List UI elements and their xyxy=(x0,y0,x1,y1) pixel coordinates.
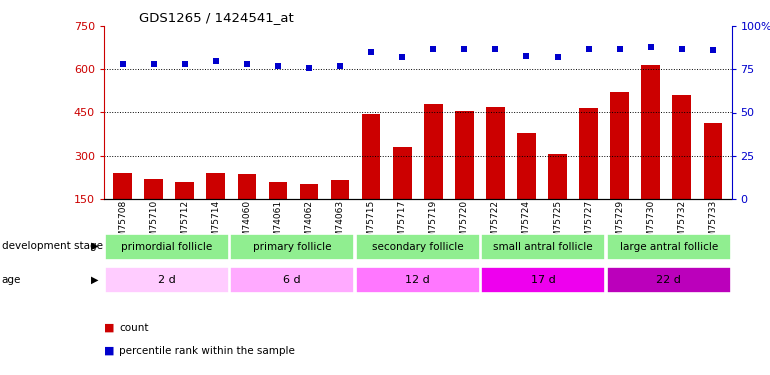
Bar xyxy=(230,234,354,260)
Bar xyxy=(105,234,229,260)
Point xyxy=(179,61,191,67)
Bar xyxy=(113,173,132,199)
Bar xyxy=(486,107,504,199)
Point xyxy=(334,63,346,69)
Text: ■: ■ xyxy=(104,323,115,333)
Bar xyxy=(607,234,731,260)
Bar xyxy=(356,234,480,260)
Bar xyxy=(704,123,722,199)
Point xyxy=(675,46,688,52)
Bar xyxy=(230,267,354,293)
Point xyxy=(148,61,160,67)
Text: 12 d: 12 d xyxy=(405,275,430,285)
Bar xyxy=(176,182,194,199)
Bar xyxy=(393,147,411,199)
Text: development stage: development stage xyxy=(2,241,102,250)
Text: 22 d: 22 d xyxy=(656,275,681,285)
Point xyxy=(272,63,284,69)
Bar xyxy=(144,178,163,199)
Point xyxy=(209,58,222,64)
Point xyxy=(489,46,501,52)
Bar xyxy=(481,234,605,260)
Text: count: count xyxy=(119,323,149,333)
Text: primordial follicle: primordial follicle xyxy=(121,242,213,252)
Point xyxy=(707,47,719,53)
Bar xyxy=(641,65,660,199)
Text: GDS1265 / 1424541_at: GDS1265 / 1424541_at xyxy=(139,11,293,24)
Point xyxy=(614,46,626,52)
Bar xyxy=(362,114,380,199)
Bar xyxy=(237,174,256,199)
Text: ▶: ▶ xyxy=(91,275,99,285)
Point xyxy=(644,44,657,50)
Bar xyxy=(269,182,287,199)
Point xyxy=(303,64,315,70)
Bar xyxy=(517,133,536,199)
Point xyxy=(582,46,594,52)
Point xyxy=(458,46,470,52)
Bar xyxy=(455,111,474,199)
Point xyxy=(396,54,408,60)
Point xyxy=(551,54,564,60)
Text: 17 d: 17 d xyxy=(531,275,556,285)
Bar xyxy=(579,108,598,199)
Text: 2 d: 2 d xyxy=(158,275,176,285)
Bar xyxy=(481,267,605,293)
Point xyxy=(365,49,377,55)
Text: age: age xyxy=(2,275,21,285)
Text: percentile rank within the sample: percentile rank within the sample xyxy=(119,346,295,355)
Bar xyxy=(300,184,318,199)
Bar xyxy=(105,267,229,293)
Point xyxy=(116,61,129,67)
Bar xyxy=(607,267,731,293)
Text: 6 d: 6 d xyxy=(283,275,301,285)
Bar xyxy=(611,92,629,199)
Bar xyxy=(672,95,691,199)
Point xyxy=(521,53,533,58)
Bar xyxy=(548,154,567,199)
Bar xyxy=(206,173,225,199)
Text: small antral follicle: small antral follicle xyxy=(494,242,593,252)
Bar xyxy=(331,180,350,199)
Text: ▶: ▶ xyxy=(91,241,99,250)
Bar xyxy=(424,104,443,199)
Text: secondary follicle: secondary follicle xyxy=(372,242,464,252)
Text: ■: ■ xyxy=(104,346,115,355)
Point xyxy=(427,46,440,52)
Point xyxy=(241,61,253,67)
Text: primary follicle: primary follicle xyxy=(253,242,331,252)
Text: large antral follicle: large antral follicle xyxy=(620,242,718,252)
Bar xyxy=(356,267,480,293)
